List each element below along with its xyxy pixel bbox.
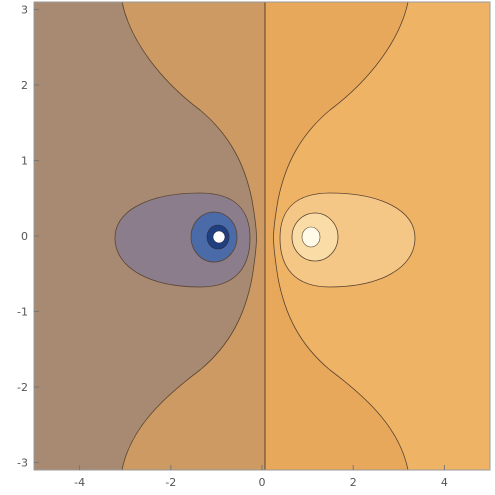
y-tick-label: 0 [21,230,28,243]
plot-area [34,2,490,470]
y-tick-label: -1 [17,305,28,318]
core-left-2 [212,230,226,244]
axes-ticks: -4 -2 0 2 4 -3 -2 -1 0 1 2 3 [17,4,448,489]
core-right [301,226,321,248]
y-tick-label: -3 [17,456,28,469]
y-tick-label: -2 [17,381,28,394]
x-tick-label: -4 [74,476,85,489]
x-tick-label: 2 [350,476,357,489]
y-tick-label: 1 [21,155,28,168]
y-tick-label: 2 [21,79,28,92]
y-tick-label: 3 [21,4,28,17]
region-band-left [121,2,266,470]
x-tick-label: -2 [165,476,176,489]
x-tick-label: 0 [259,476,266,489]
x-tick-label: 4 [441,476,448,489]
region-band-right [264,2,409,470]
